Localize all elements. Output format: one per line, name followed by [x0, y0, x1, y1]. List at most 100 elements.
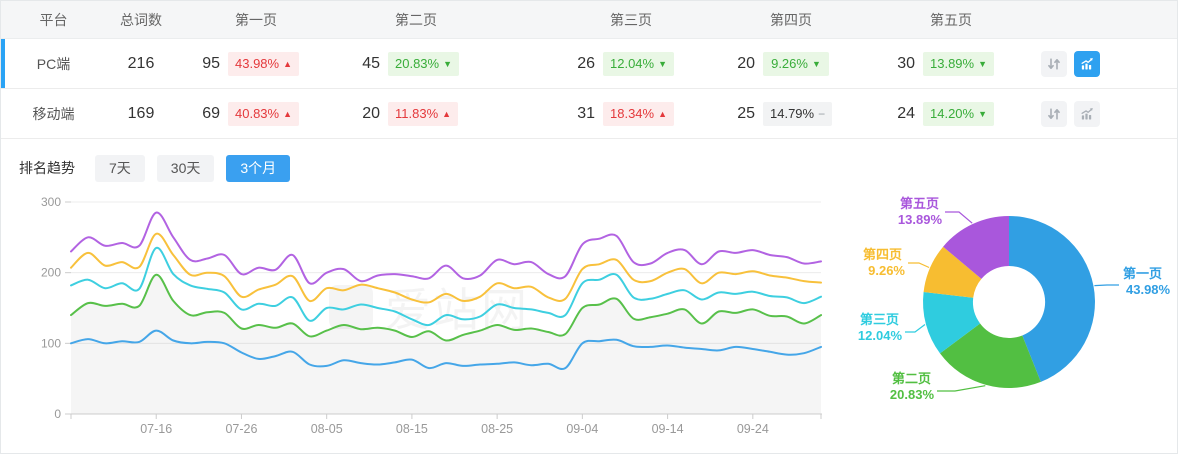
- page-percent-badge: 14.20% ▼: [923, 101, 995, 126]
- trend-series-line[interactable]: [70, 329, 822, 370]
- trend-arrow-icon: ▼: [978, 108, 988, 119]
- donut-label-value: 43.98%: [1126, 282, 1171, 297]
- page-count: 30: [897, 54, 915, 72]
- sort-button[interactable]: [1041, 100, 1067, 127]
- x-axis-label: 09-14: [652, 422, 684, 436]
- trend-arrow-icon: ▼: [443, 58, 453, 69]
- page-2-cell: 45 20.83% ▼: [336, 51, 496, 76]
- donut-slice[interactable]: [923, 246, 982, 298]
- trend-chart-button[interactable]: [1074, 100, 1100, 127]
- page-percent-badge: 14.79% −: [763, 101, 833, 126]
- donut-slice[interactable]: [943, 216, 1009, 279]
- header-page-3: 第三页: [610, 11, 652, 28]
- series-area-fill: [71, 274, 821, 414]
- sort-arrows-icon: [1048, 107, 1060, 120]
- page-count: 20: [737, 54, 755, 72]
- donut-label-value: 13.89%: [898, 212, 943, 227]
- page-count: 25: [737, 104, 755, 122]
- header-platform: 平台: [39, 11, 68, 28]
- sort-button[interactable]: [1041, 50, 1067, 77]
- page-percent-badge: 18.34% ▲: [603, 101, 675, 126]
- x-axis-label: 08-05: [311, 422, 343, 436]
- x-axis-label: 07-26: [225, 422, 257, 436]
- sort-arrows-icon: [1048, 57, 1060, 70]
- table-row-mobile[interactable]: 移动端 169 69 40.83% ▲ 20 11.83% ▲ 31 18.34% ▲…: [1, 89, 1177, 139]
- page-count: 95: [202, 54, 220, 72]
- donut-label-name: 第四页: [863, 247, 902, 262]
- page-3-cell: 31 18.34% ▲: [551, 101, 711, 126]
- header-page-1: 第一页: [235, 11, 277, 28]
- page-5-cell: 30 13.89% ▼: [871, 51, 1031, 76]
- y-axis-label: 300: [41, 195, 61, 209]
- trend-chart-button[interactable]: [1074, 50, 1100, 77]
- page-count: 69: [202, 104, 220, 122]
- donut-label-value: 12.04%: [858, 328, 903, 343]
- trend-arrow-icon: ▼: [978, 58, 988, 69]
- donut-label-name: 第三页: [860, 312, 899, 327]
- table-header: 平台 总词数 第一页 第二页 第三页 第四页 第五页: [1, 1, 1177, 39]
- page-4-cell: 20 9.26% ▼: [711, 51, 871, 76]
- trend-series-line[interactable]: [70, 232, 822, 304]
- trend-series-line[interactable]: [70, 273, 822, 342]
- x-axis-label: 09-24: [737, 422, 769, 436]
- header-page-2: 第二页: [395, 11, 437, 28]
- trend-arrow-icon: ▲: [442, 108, 452, 119]
- donut-label-name: 第五页: [900, 196, 939, 211]
- donut-slice[interactable]: [923, 292, 981, 354]
- donut-label-line: [1094, 284, 1119, 287]
- trend-section-title: 排名趋势: [19, 160, 75, 176]
- donut-label-line: [945, 211, 973, 224]
- table-row-pc[interactable]: PC端 216 95 43.98% ▲ 45 20.83% ▼ 26 12.04% ▼…: [1, 39, 1177, 89]
- total-words-value: 216: [127, 54, 155, 72]
- trend-series-line[interactable]: [70, 246, 822, 327]
- donut-label-line: [905, 324, 926, 333]
- page-count: 24: [897, 104, 915, 122]
- header-page-4: 第四页: [770, 11, 812, 28]
- trend-arrow-icon: ▼: [811, 58, 821, 69]
- rank-table: 平台 总词数 第一页 第二页 第三页 第四页 第五页 PC端 216 95 43…: [1, 1, 1177, 139]
- x-axis-label: 08-25: [481, 422, 513, 436]
- donut-label-line: [908, 262, 930, 269]
- tab-30-days[interactable]: 30天: [156, 154, 215, 182]
- page-count: 45: [362, 54, 380, 72]
- page-percent-badge: 12.04% ▼: [603, 51, 675, 76]
- page-percent-badge: 43.98% ▲: [228, 51, 300, 76]
- y-axis-label: 0: [54, 407, 61, 421]
- page-percent-badge: 40.83% ▲: [228, 101, 300, 126]
- page-percent-badge: 20.83% ▼: [388, 51, 460, 76]
- trend-section-header: 排名趋势 7天 30天 3个月: [1, 139, 1177, 183]
- header-page-5: 第五页: [930, 11, 972, 28]
- trend-arrow-icon: ▲: [658, 108, 668, 119]
- page-2-cell: 20 11.83% ▲: [336, 101, 496, 126]
- trend-series-line[interactable]: [70, 211, 822, 285]
- donut-slice[interactable]: [1009, 216, 1095, 382]
- page-1-cell: 69 40.83% ▲: [176, 101, 336, 126]
- page-count: 31: [577, 104, 595, 122]
- x-axis-label: 07-16: [140, 422, 172, 436]
- trend-line-chart[interactable]: 0100200300爱站网07-1607-2608-0508-1508-2509…: [1, 189, 836, 454]
- donut-label-name: 第一页: [1123, 266, 1162, 281]
- total-words-value: 169: [127, 104, 155, 122]
- platform-label: PC端: [36, 55, 71, 72]
- trend-arrow-icon: −: [818, 106, 826, 121]
- page-count: 26: [577, 54, 595, 72]
- donut-label-line: [937, 385, 986, 392]
- x-axis-label: 08-15: [396, 422, 428, 436]
- page-1-cell: 95 43.98% ▲: [176, 51, 336, 76]
- y-axis-label: 200: [41, 266, 61, 280]
- tab-3-months[interactable]: 3个月: [226, 154, 291, 182]
- trend-arrow-icon: ▲: [283, 108, 293, 119]
- bar-chart-icon: [1081, 107, 1093, 120]
- platform-label: 移动端: [32, 105, 75, 122]
- x-axis-label: 09-04: [566, 422, 598, 436]
- page-5-cell: 24 14.20% ▼: [871, 101, 1031, 126]
- y-axis-label: 100: [41, 336, 61, 350]
- donut-slice[interactable]: [940, 323, 1041, 389]
- donut-label-name: 第二页: [892, 371, 931, 386]
- trend-arrow-icon: ▲: [283, 58, 293, 69]
- donut-label-value: 9.26%: [868, 263, 905, 278]
- tab-7-days[interactable]: 7天: [95, 154, 145, 182]
- page-4-cell: 25 14.79% −: [711, 101, 871, 126]
